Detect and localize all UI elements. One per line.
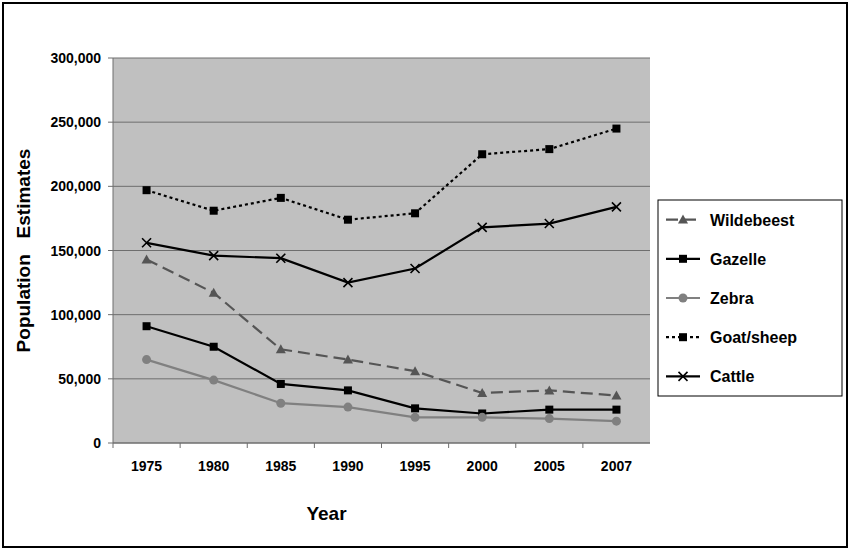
x-tick-label: 2000 — [467, 458, 498, 474]
marker — [679, 294, 688, 303]
marker — [210, 343, 218, 351]
marker — [277, 380, 285, 388]
series-line — [147, 129, 617, 220]
marker — [276, 399, 285, 408]
x-tick — [515, 443, 516, 448]
marker — [344, 386, 352, 394]
marker — [478, 413, 487, 422]
marker — [209, 376, 218, 385]
marker — [612, 417, 621, 426]
tick — [108, 58, 113, 59]
marker — [612, 202, 621, 211]
series-line — [147, 259, 617, 395]
y-tick-label: 200,000 — [50, 178, 101, 194]
legend — [658, 200, 842, 396]
marker — [276, 344, 286, 353]
tick — [108, 378, 113, 379]
x-tick-label: 1975 — [131, 458, 162, 474]
marker — [209, 251, 218, 260]
tick — [108, 186, 113, 187]
grid-line — [113, 378, 650, 379]
legend-label: Zebra — [710, 290, 754, 307]
marker — [679, 255, 687, 263]
marker — [410, 366, 420, 375]
chart: 0 50,000 100,000 150,000 200,000 250,000 300,0… — [0, 0, 850, 550]
x-tick — [448, 443, 449, 448]
marker — [276, 254, 285, 263]
marker — [277, 194, 285, 202]
marker — [478, 150, 486, 158]
tick — [108, 443, 113, 444]
grid-line — [113, 186, 650, 187]
marker — [209, 288, 219, 297]
legend-label: Wildebeest — [710, 212, 795, 229]
y-tick-label: 300,000 — [50, 50, 101, 66]
y-tick-label: 100,000 — [50, 307, 101, 323]
marker — [544, 385, 554, 394]
marker — [545, 145, 553, 153]
x-tick — [314, 443, 315, 448]
marker — [612, 125, 620, 133]
series-line — [147, 326, 617, 413]
marker — [344, 216, 352, 224]
x-tick-label: 1995 — [399, 458, 430, 474]
grid-line — [113, 58, 650, 59]
marker — [478, 223, 487, 232]
x-axis-title: Year — [306, 503, 347, 524]
y-axis — [113, 58, 114, 443]
x-tick-label: 1980 — [198, 458, 229, 474]
marker — [143, 186, 151, 194]
x-tick — [113, 443, 114, 448]
x-tick — [381, 443, 382, 448]
marker — [142, 355, 151, 364]
tick — [108, 122, 113, 123]
grid-line — [113, 314, 650, 315]
legend-label: Goat/sheep — [710, 329, 797, 346]
x-tick — [582, 443, 583, 448]
marker — [411, 209, 419, 217]
grid-line — [113, 122, 650, 123]
y-tick-label: 50,000 — [58, 371, 101, 387]
series-line — [147, 360, 617, 422]
legend-label: Cattle — [710, 368, 755, 385]
x-tick-label: 1990 — [332, 458, 363, 474]
marker — [678, 215, 688, 224]
y-tick-label: 0 — [93, 435, 101, 451]
marker — [411, 264, 420, 273]
marker — [612, 406, 620, 414]
marker — [545, 414, 554, 423]
y-tick-label: 250,000 — [50, 114, 101, 130]
marker — [611, 391, 621, 400]
marker — [545, 406, 553, 414]
marker — [343, 355, 353, 364]
y-axis-title: Population Estimates — [13, 149, 34, 353]
tick — [108, 250, 113, 251]
marker — [343, 403, 352, 412]
marker — [679, 372, 688, 381]
series-group — [142, 125, 622, 426]
x-tick — [247, 443, 248, 448]
marker — [210, 207, 218, 215]
frame — [3, 3, 847, 547]
marker — [477, 388, 487, 397]
marker — [142, 238, 151, 247]
marker — [411, 413, 420, 422]
y-tick-label: 150,000 — [50, 243, 101, 259]
x-tick-label: 1985 — [265, 458, 296, 474]
x-tick-label: 2005 — [534, 458, 565, 474]
marker — [142, 254, 152, 263]
marker — [679, 333, 687, 341]
marker — [143, 322, 151, 330]
x-tick — [180, 443, 181, 448]
marker — [411, 404, 419, 412]
legend-label: Gazelle — [710, 251, 766, 268]
marker — [343, 278, 352, 287]
marker — [545, 219, 554, 228]
tick — [108, 314, 113, 315]
plot-area — [113, 58, 650, 443]
series-line — [147, 207, 617, 283]
x-tick-label: 2007 — [601, 458, 632, 474]
